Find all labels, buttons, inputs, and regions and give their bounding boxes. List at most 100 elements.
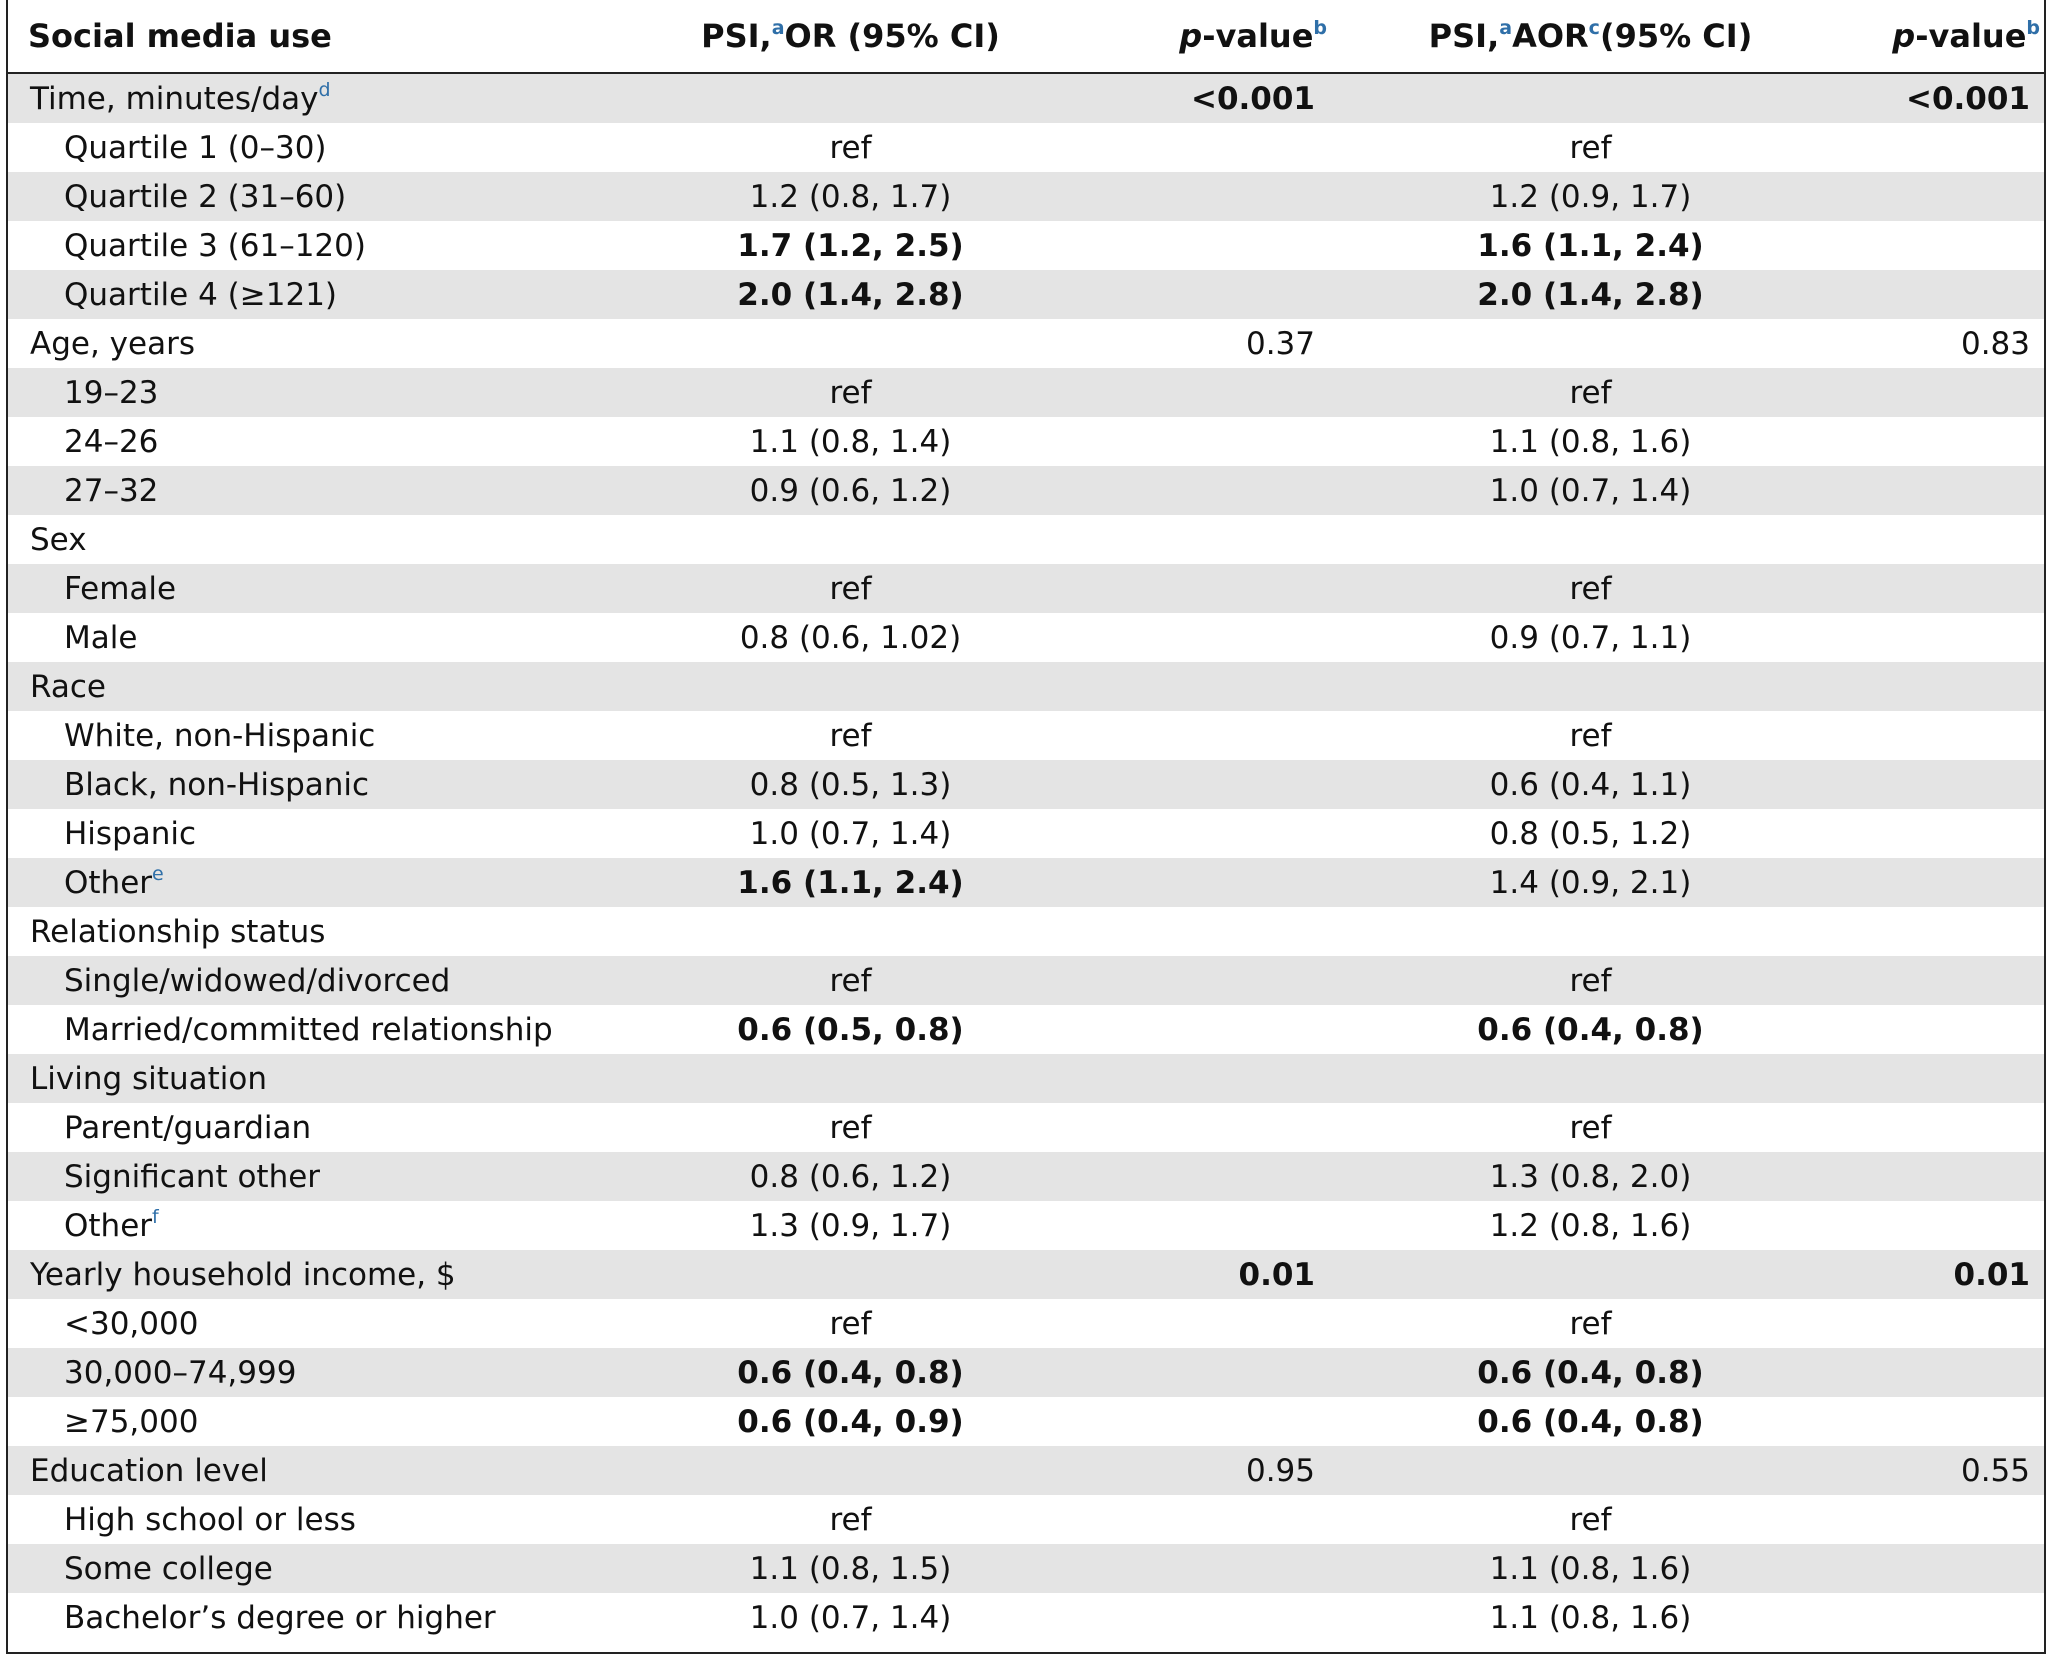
- cell-or-95ci: [628, 1446, 1073, 1495]
- row-label-text: Some college: [64, 1550, 273, 1587]
- row-category-label: Race: [8, 662, 628, 711]
- header-row: Social media use PSI,aOR (95% CI) p-valu…: [8, 0, 2044, 74]
- table-row: Education level 0.95 0.55: [8, 1446, 2044, 1495]
- row-sublabel: Quartile 2 (31–60): [8, 172, 628, 221]
- cell-or-95ci: 1.7 (1.2, 2.5): [737, 227, 964, 264]
- footnote-marker-f: f: [152, 1205, 159, 1228]
- cell-p-value-1: [1073, 613, 1363, 662]
- cell-or-95ci: 0.6 (0.4, 0.9): [737, 1403, 964, 1440]
- cell-p-value-2: [1818, 417, 2044, 466]
- cell-p-value-2: [1818, 1054, 2044, 1103]
- cell-p-value-1: 0.95: [1073, 1446, 1363, 1495]
- cell-or-95ci: 0.6 (0.4, 0.8): [628, 1348, 1073, 1397]
- row-label-text: Age, years: [30, 325, 195, 362]
- cell-p-value-1: [1073, 1495, 1363, 1544]
- row-sublabel: Otherf: [8, 1201, 628, 1250]
- cell-p-value-2: [1818, 1544, 2044, 1593]
- row-label-text: Female: [64, 570, 177, 607]
- row-label-text: Sex: [30, 521, 87, 558]
- cell-p-value-2: [1818, 515, 2044, 564]
- cell-p-value-1: [1073, 1054, 1363, 1103]
- table-row: Age, years 0.37 0.83: [8, 319, 2044, 368]
- cell-aor-95ci: 1.1 (0.8, 1.6): [1363, 1544, 1818, 1593]
- cell-or-95ci: [628, 1250, 1073, 1299]
- cell-aor-95ci: 0.6 (0.4, 0.8): [1477, 1011, 1704, 1048]
- cell-p-value-1: [1073, 1544, 1363, 1593]
- row-label-text: 30,000–74,999: [64, 1354, 297, 1391]
- cell-p-value-2: [1818, 760, 2044, 809]
- cell-aor-95ci: ref: [1569, 129, 1612, 166]
- row-label-text: High school or less: [64, 1501, 356, 1538]
- cell-p-value-2: [1818, 123, 2044, 172]
- header-col1-prefix: PSI,: [701, 17, 772, 55]
- header-col4-rest: -value: [1915, 17, 2027, 55]
- cell-p-value-1: [1073, 1152, 1363, 1201]
- cell-or-95ci: ref: [829, 1501, 872, 1538]
- cell-or-95ci: ref: [829, 1305, 872, 1342]
- cell-p-value-1: [1073, 1593, 1363, 1642]
- header-col2-italic: p: [1179, 17, 1203, 55]
- header-col4-italic: p: [1892, 17, 1916, 55]
- table-row: Quartile 3 (61–120) 1.7 (1.2, 2.5) 1.6 (1.…: [8, 221, 2044, 270]
- table-row: Some college 1.1 (0.8, 1.5) 1.1 (0.8, 1.6): [8, 1544, 2044, 1593]
- cell-or-95ci: 0.9 (0.6, 1.2): [628, 466, 1073, 515]
- cell-p-value-1: [1073, 809, 1363, 858]
- row-sublabel: Parent/guardian: [8, 1103, 628, 1152]
- cell-p-value-1: [1073, 662, 1363, 711]
- footnote-marker-c: c: [1588, 17, 1600, 39]
- row-sublabel: Significant other: [8, 1152, 628, 1201]
- cell-p-value-1: [1073, 417, 1363, 466]
- cell-p-value-1: [1073, 956, 1363, 1005]
- cell-p-value-1: [1073, 221, 1363, 270]
- table-row: Sex: [8, 515, 2044, 564]
- cell-or-95ci: ref: [829, 129, 872, 166]
- cell-p-value-1: [1073, 564, 1363, 613]
- row-sublabel: ≥75,000: [8, 1397, 628, 1446]
- header-col3-mid: AOR: [1512, 17, 1589, 55]
- table-header: Social media use PSI,aOR (95% CI) p-valu…: [8, 0, 2044, 74]
- row-label-text: Parent/guardian: [64, 1109, 312, 1146]
- table-row: Bachelor’s degree or higher 1.0 (0.7, 1.4…: [8, 1593, 2044, 1642]
- cell-aor-95ci: ref: [1569, 1109, 1612, 1146]
- row-label-text: Relationship status: [30, 913, 326, 950]
- table-row: Parent/guardian ref ref: [8, 1103, 2044, 1152]
- cell-p-value-1: 0.01: [1073, 1250, 1363, 1299]
- row-label-text: Hispanic: [64, 815, 197, 852]
- cell-p-value-2: [1818, 564, 2044, 613]
- cell-p-value-1: [1073, 1005, 1363, 1054]
- cell-or-95ci: ref: [628, 956, 1073, 1005]
- row-category-label: Age, years: [8, 319, 628, 368]
- row-sublabel: 19–23: [8, 368, 628, 417]
- row-label-text: 24–26: [64, 423, 159, 460]
- cell-p-value-2: [1818, 711, 2044, 760]
- cell-or-95ci: 1.3 (0.9, 1.7): [749, 1207, 952, 1244]
- table-row: Hispanic 1.0 (0.7, 1.4) 0.8 (0.5, 1.2): [8, 809, 2044, 858]
- table-row: Significant other 0.8 (0.6, 1.2) 1.3 (0.8,…: [8, 1152, 2044, 1201]
- cell-aor-95ci: 0.8 (0.5, 1.2): [1489, 815, 1692, 852]
- row-sublabel: Quartile 3 (61–120): [8, 221, 628, 270]
- table-row: Female ref ref: [8, 564, 2044, 613]
- row-category-label: Relationship status: [8, 907, 628, 956]
- cell-p-value-1: [1073, 1348, 1363, 1397]
- cell-p-value-1: <0.001: [1073, 73, 1363, 123]
- row-label-text: Single/widowed/divorced: [64, 962, 451, 999]
- cell-or-95ci: [628, 662, 1073, 711]
- cell-aor-95ci: 0.6 (0.4, 0.8): [1363, 1348, 1818, 1397]
- cell-aor-95ci: ref: [1569, 1305, 1612, 1342]
- cell-aor-95ci: ref: [1363, 368, 1818, 417]
- cell-aor-95ci: 1.0 (0.7, 1.4): [1363, 466, 1818, 515]
- row-category-label: Time, minutes/dayd: [8, 73, 628, 123]
- row-label-text: Black, non-Hispanic: [64, 766, 370, 803]
- cell-p-value-1: [1073, 1397, 1363, 1446]
- row-category-label: Sex: [8, 515, 628, 564]
- cell-aor-95ci: [1363, 1250, 1818, 1299]
- table-row: Otherf 1.3 (0.9, 1.7) 1.2 (0.8, 1.6): [8, 1201, 2044, 1250]
- cell-p-value-2: [1818, 1593, 2044, 1642]
- row-sublabel: Some college: [8, 1544, 628, 1593]
- table-row: White, non-Hispanic ref ref: [8, 711, 2044, 760]
- cell-aor-95ci: [1363, 515, 1818, 564]
- results-table: Social media use PSI,aOR (95% CI) p-valu…: [8, 0, 2044, 1642]
- cell-p-value-1: [1073, 1103, 1363, 1152]
- cell-or-95ci: ref: [829, 1109, 872, 1146]
- cell-p-value-2: [1818, 1103, 2044, 1152]
